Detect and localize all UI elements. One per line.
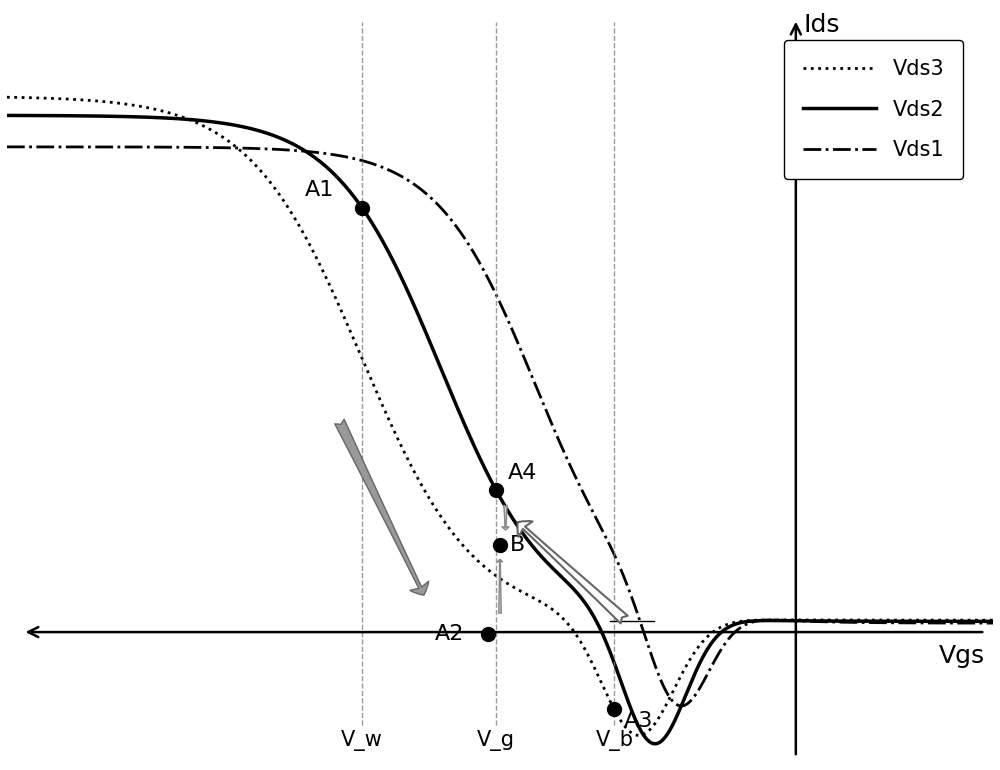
Vds1 (172, 142, 184, 152)
Vds2 (379, 241, 391, 250)
Vds2 (968, 617, 980, 626)
Text: V_w: V_w (341, 730, 383, 752)
Vds1 (675, 701, 687, 711)
Vds3 (113, 99, 125, 108)
Text: Vgs: Vgs (939, 644, 985, 668)
Line: Vds3: Vds3 (7, 97, 993, 735)
Legend: Vds3, Vds2, Vds1: Vds3, Vds2, Vds1 (784, 40, 963, 179)
Vds3 (172, 111, 184, 120)
Text: A1: A1 (305, 180, 334, 200)
Vds1 (422, 190, 434, 199)
Line: Vds2: Vds2 (7, 116, 993, 744)
Vds2 (862, 617, 874, 626)
Vds2 (987, 617, 999, 626)
Vds2 (649, 739, 661, 748)
Vds2 (1, 111, 13, 120)
Vds3 (1, 92, 13, 102)
Vds1 (987, 618, 999, 628)
Text: V_g: V_g (477, 730, 515, 752)
Text: A2: A2 (435, 624, 465, 644)
Vds1 (113, 142, 125, 152)
Vds1 (862, 618, 874, 628)
Vds3 (968, 615, 980, 624)
Vds3 (633, 731, 645, 740)
Line: Vds1: Vds1 (7, 147, 993, 706)
Vds2 (113, 112, 125, 121)
Text: A4: A4 (508, 463, 537, 483)
Vds1 (1, 142, 13, 152)
Text: V_b: V_b (595, 730, 633, 752)
Vds3 (862, 615, 874, 624)
Vds1 (379, 164, 391, 173)
Vds3 (379, 407, 391, 416)
Vds1 (968, 618, 980, 628)
Vds2 (172, 114, 184, 123)
Vds2 (422, 333, 434, 342)
Vds3 (987, 615, 999, 624)
Text: A3: A3 (624, 711, 653, 732)
Text: B: B (509, 534, 525, 554)
Vds3 (422, 491, 434, 500)
Text: Ids: Ids (804, 13, 840, 37)
